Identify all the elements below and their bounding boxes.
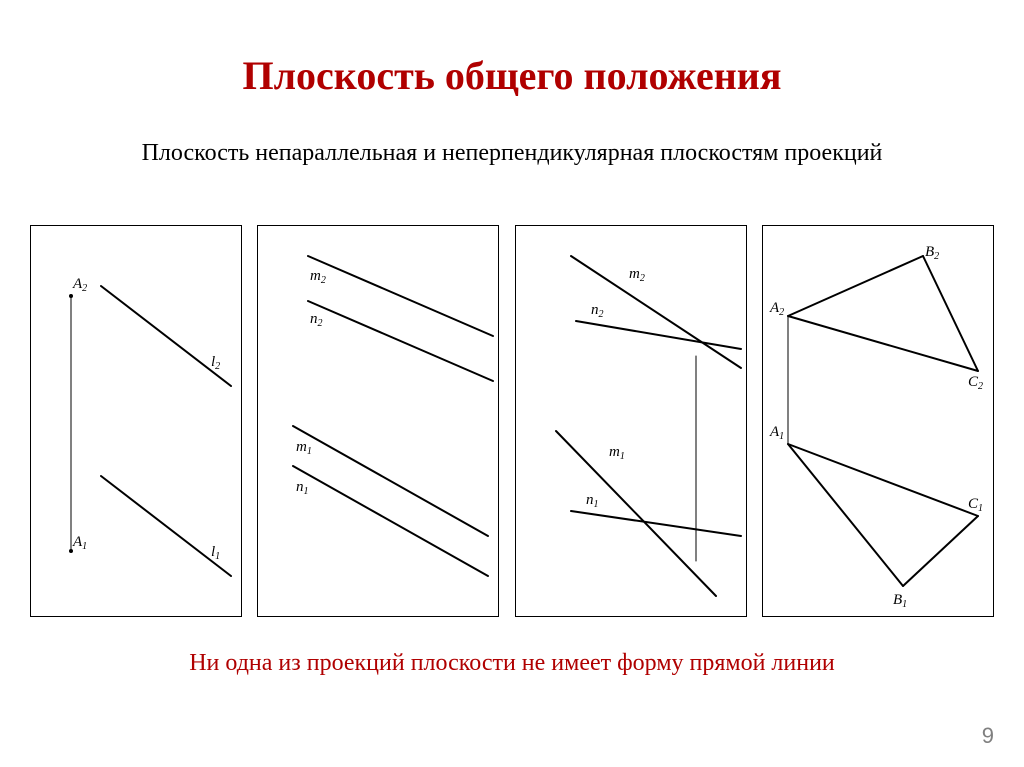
- diagram-panels: A2 A1 l2 l1 m2 n2 m1 n1 m2 n2 m1 n1 B2 A2 C2 A1 C1 B1: [30, 225, 994, 615]
- page-number: 9: [982, 723, 994, 749]
- diagram-label: C1: [968, 496, 983, 514]
- diagram-panel-2: m2 n2 m1 n1: [257, 225, 499, 617]
- diagram-line: [923, 256, 978, 371]
- diagram-label: B1: [893, 592, 907, 610]
- diagram-line: [788, 316, 978, 371]
- diagram-line: [571, 511, 741, 536]
- diagram-line: [293, 426, 488, 536]
- diagram-label: l1: [211, 544, 220, 562]
- diagram-label: n2: [591, 302, 604, 320]
- diagram-line: [308, 256, 493, 336]
- diagram-label: m2: [310, 268, 326, 286]
- diagram-label: n1: [296, 479, 309, 497]
- diagram-svg: m2 n2 m1 n1: [258, 226, 498, 616]
- diagram-panel-1: A2 A1 l2 l1: [30, 225, 242, 617]
- diagram-label: n1: [586, 492, 599, 510]
- diagram-panel-4: B2 A2 C2 A1 C1 B1: [762, 225, 994, 617]
- diagram-label: A2: [72, 276, 87, 294]
- diagram-line: [293, 466, 488, 576]
- diagram-line: [788, 256, 923, 316]
- diagram-panel-3: m2 n2 m1 n1: [515, 225, 747, 617]
- diagram-label: A2: [769, 300, 784, 318]
- page-title: Плоскость общего положения: [0, 52, 1024, 99]
- diagram-line: [576, 321, 741, 349]
- diagram-label: l2: [211, 354, 220, 372]
- diagram-svg: A2 A1 l2 l1: [31, 226, 241, 616]
- diagram-label: B2: [925, 244, 939, 262]
- diagram-line: [903, 516, 978, 586]
- diagram-line: [308, 301, 493, 381]
- diagram-label: A1: [769, 424, 784, 442]
- diagram-label: n2: [310, 311, 323, 329]
- diagram-label: m2: [629, 266, 645, 284]
- diagram-line: [101, 476, 231, 576]
- diagram-label: m1: [609, 444, 625, 462]
- page-subtitle: Плоскость непараллельная и неперпендикул…: [0, 140, 1024, 167]
- diagram-svg: m2 n2 m1 n1: [516, 226, 746, 616]
- diagram-line: [556, 431, 716, 596]
- diagram-label: m1: [296, 439, 312, 457]
- diagram-label: A1: [72, 534, 87, 552]
- diagram-label: C2: [968, 374, 983, 392]
- diagram-point: [69, 294, 73, 298]
- diagram-line: [101, 286, 231, 386]
- bottom-caption: Ни одна из проекций плоскости не имеет ф…: [0, 650, 1024, 677]
- diagram-svg: B2 A2 C2 A1 C1 B1: [763, 226, 993, 616]
